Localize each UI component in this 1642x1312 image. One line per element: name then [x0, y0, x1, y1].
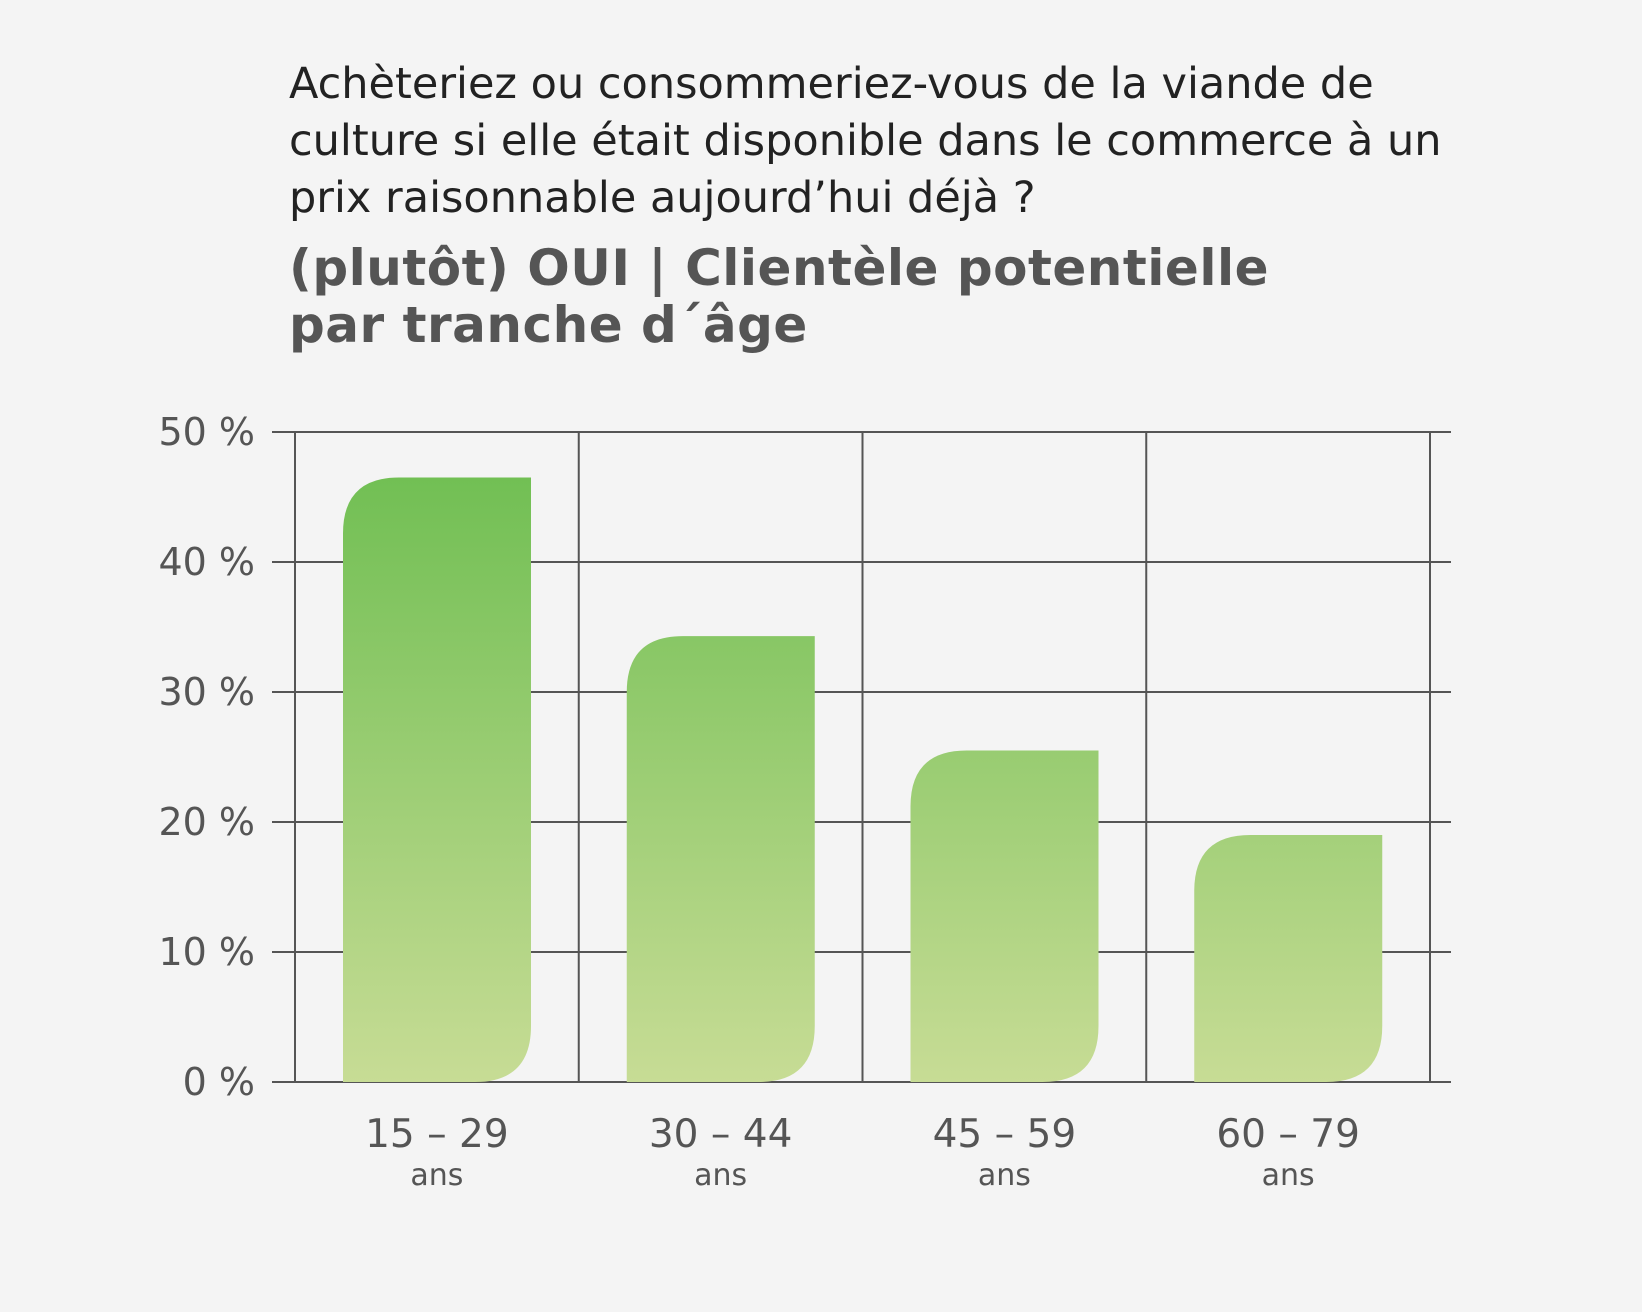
x-category-sublabel: ans: [694, 1158, 747, 1193]
y-tick-label: 30 %: [158, 670, 255, 714]
y-tick-label: 40 %: [158, 540, 255, 584]
x-category-label: 45 – 59: [933, 1112, 1077, 1157]
bar-3: [910, 750, 1099, 1082]
y-tick-label: 20 %: [158, 800, 255, 844]
chart-subtitle-line-2: par tranche d´âge: [289, 296, 808, 354]
x-category-label: 30 – 44: [649, 1112, 793, 1157]
bars: [343, 477, 1383, 1082]
y-tick-label: 10 %: [158, 930, 255, 974]
chart-question: Achèteriez ou consommeriez-vous de la vi…: [289, 59, 1442, 223]
bar-1: [343, 477, 531, 1082]
chart-subtitle-line-1: (plutôt) OUI | Clientèle potentielle: [289, 239, 1270, 297]
x-category-label: 60 – 79: [1216, 1112, 1360, 1157]
chart-subtitle: (plutôt) OUI | Clientèle potentielle par…: [289, 240, 1439, 354]
y-tick-label: 50 %: [158, 410, 255, 454]
x-category-label: 15 – 29: [365, 1112, 509, 1157]
bar-4: [1194, 835, 1383, 1082]
bar-2: [626, 636, 815, 1082]
x-category-sublabel: ans: [410, 1158, 463, 1193]
y-tick-label: 0 %: [183, 1060, 255, 1104]
x-category-sublabel: ans: [978, 1158, 1031, 1193]
x-category-sublabel: ans: [1262, 1158, 1315, 1193]
